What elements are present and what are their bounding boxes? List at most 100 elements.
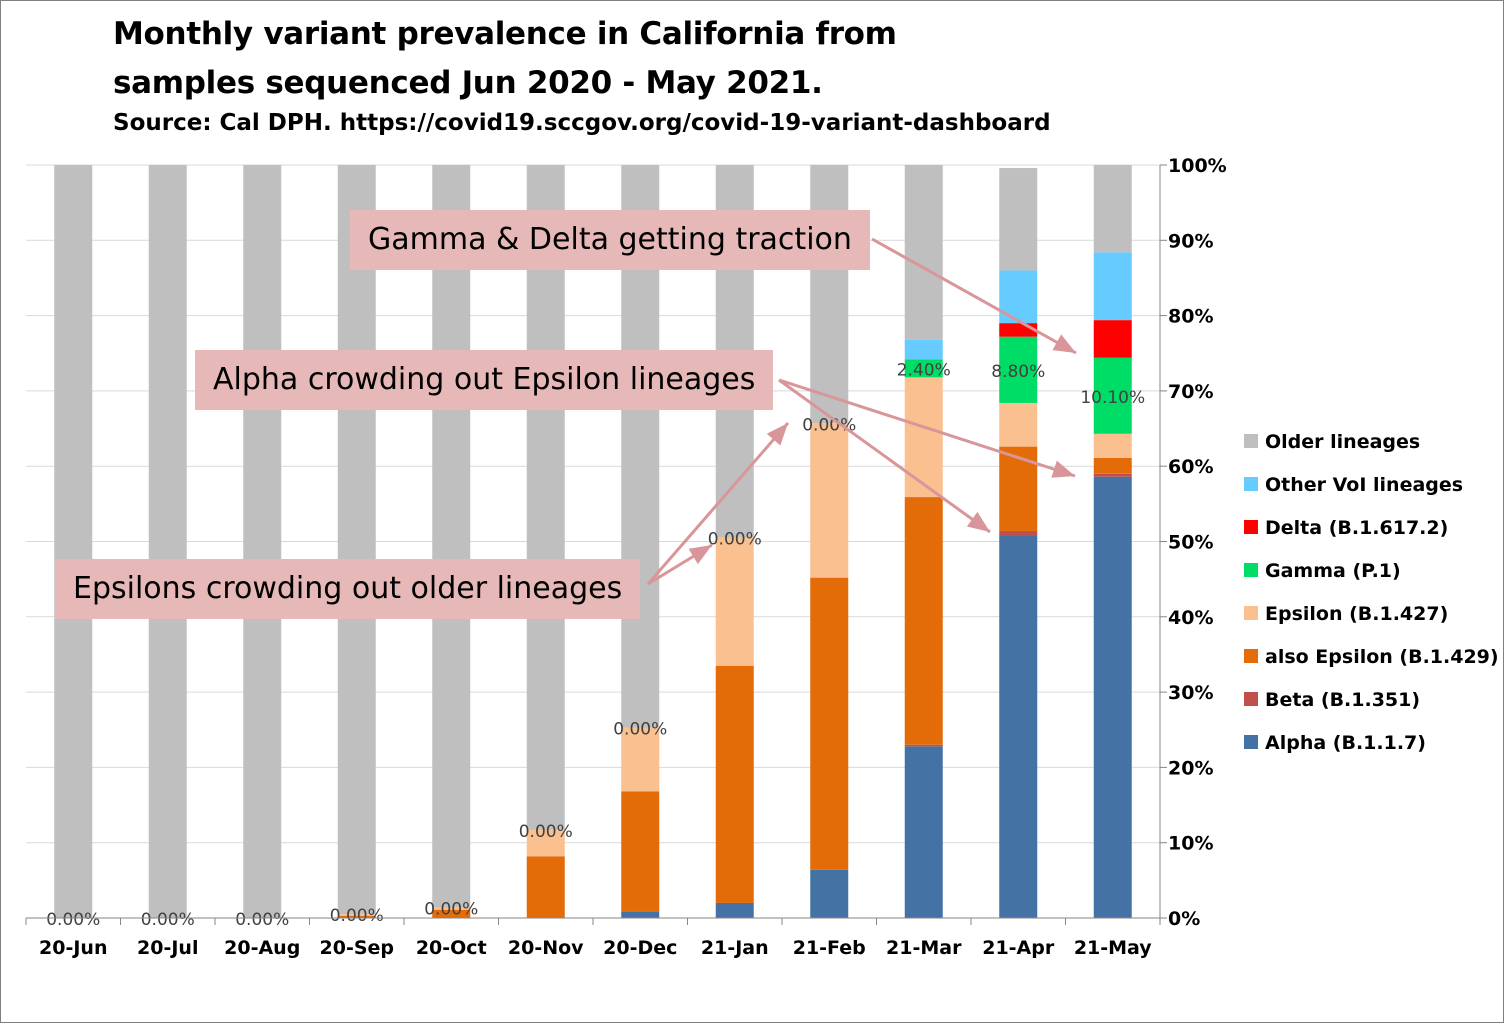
callout-gamma-delta: Gamma & Delta getting traction xyxy=(350,210,870,270)
legend-label: Other VoI lineages xyxy=(1265,474,1463,496)
legend-label: Gamma (P.1) xyxy=(1265,560,1401,582)
bar-segment xyxy=(904,377,943,498)
callout-arrows xyxy=(646,237,1077,586)
bar-segment xyxy=(1093,473,1132,477)
y-tick-label: 0% xyxy=(1168,908,1200,930)
y-tick-label: 30% xyxy=(1168,682,1213,704)
bar-segment xyxy=(999,336,1038,403)
x-tick-label: 21-Apr xyxy=(982,937,1055,959)
data-label: 8.80% xyxy=(991,362,1045,382)
bar-segment xyxy=(526,165,565,830)
data-label: 0.00% xyxy=(708,530,762,550)
x-tick-label: 20-Oct xyxy=(416,937,487,959)
legend-swatch xyxy=(1244,735,1258,749)
callout-arrow xyxy=(871,237,1077,355)
bar-segment xyxy=(621,791,660,912)
legend-swatch xyxy=(1244,477,1258,491)
bar-segment xyxy=(337,915,376,918)
data-label: 0.00% xyxy=(613,719,667,739)
bar-segment xyxy=(999,402,1038,447)
bar-segment xyxy=(1093,320,1132,358)
y-tick-label: 10% xyxy=(1168,833,1213,855)
bars xyxy=(54,165,1132,918)
data-label: 0.00% xyxy=(46,910,100,930)
bar-segment xyxy=(1093,165,1132,253)
y-tick-label: 100% xyxy=(1168,155,1227,177)
x-tick-label: 20-Jul xyxy=(137,937,198,959)
bar-segment xyxy=(810,423,849,578)
bar-segment xyxy=(1093,476,1132,918)
bar-segment xyxy=(1093,252,1132,321)
bar-segment xyxy=(715,902,754,918)
legend-swatch xyxy=(1244,649,1258,663)
arrow-head xyxy=(766,423,788,446)
data-label: 0.00% xyxy=(424,899,478,919)
bar-segment xyxy=(999,323,1038,337)
bar-segment xyxy=(904,497,943,745)
bar-segment xyxy=(904,746,943,918)
data-label: 0.00% xyxy=(235,910,289,930)
bar-segment xyxy=(243,165,282,918)
data-labels: 0.00% 0.00% 0.00% 0.00% 0.00% 0.00% 0.00% 0.00%… xyxy=(46,360,1145,930)
x-tick-label: 21-Feb xyxy=(793,937,866,959)
legend-swatch xyxy=(1244,434,1258,448)
bar-segment xyxy=(148,165,187,918)
bar-segment xyxy=(999,168,1038,271)
bar-segment xyxy=(810,869,849,918)
arrow-head xyxy=(1052,334,1076,353)
legend-label: Beta (B.1.351) xyxy=(1265,689,1420,711)
legend-label: Alpha (B.1.1.7) xyxy=(1265,732,1426,754)
bar-segment xyxy=(1093,357,1132,434)
callout-arrow xyxy=(778,378,991,534)
callout-arrow xyxy=(646,422,790,585)
bar-segment xyxy=(432,165,471,908)
bar-segment xyxy=(1093,433,1132,458)
x-tick-label: 21-Mar xyxy=(886,937,962,959)
bar-segment xyxy=(715,665,754,903)
y-tick-label: 80% xyxy=(1168,306,1213,328)
y-axis: 0% 10% 20% 30% 40% 50% 60% 70% 80% 90% 100% xyxy=(1159,155,1227,930)
legend-swatch xyxy=(1244,692,1258,706)
bar-segment xyxy=(999,446,1038,531)
bar-segment xyxy=(337,165,376,915)
bar-segment xyxy=(810,577,849,870)
legend-swatch xyxy=(1244,606,1258,620)
data-label: 0.00% xyxy=(519,822,573,842)
legend-label: Epsilon (B.1.427) xyxy=(1265,603,1448,625)
x-tick-label: 20-Jun xyxy=(39,937,107,959)
bar-segment xyxy=(904,744,943,747)
arrow-head xyxy=(688,545,712,565)
bar-segment xyxy=(904,339,943,360)
x-tick-label: 20-Dec xyxy=(603,937,677,959)
bar-segment xyxy=(337,914,376,916)
bar-segment xyxy=(621,727,660,792)
data-label: 10.10% xyxy=(1080,388,1145,408)
data-label: 0.00% xyxy=(141,910,195,930)
y-tick-label: 90% xyxy=(1168,230,1213,252)
x-tick-label: 20-Aug xyxy=(224,937,300,959)
data-label: 0.00% xyxy=(802,415,856,435)
arrow-head xyxy=(1051,460,1075,478)
bar-segment xyxy=(526,829,565,857)
bar-segment xyxy=(715,537,754,666)
x-tick-label: 21-May xyxy=(1074,937,1152,959)
callout-alpha: Alpha crowding out Epsilon lineages xyxy=(195,350,774,410)
data-label: 0.00% xyxy=(330,906,384,926)
chart-title-line1: Monthly variant prevalence in California… xyxy=(113,16,897,52)
x-tick-label: 20-Nov xyxy=(508,937,584,959)
x-tick-label: 21-Jan xyxy=(701,937,769,959)
legend-label: Older lineages xyxy=(1265,431,1420,453)
bar-segment xyxy=(1093,457,1132,474)
y-tick-label: 20% xyxy=(1168,757,1213,779)
legend-label: Delta (B.1.617.2) xyxy=(1265,517,1448,539)
bar-segment xyxy=(810,165,849,424)
bar-segment xyxy=(526,856,565,918)
data-label: 2.40% xyxy=(897,360,951,380)
bar-segment xyxy=(621,911,660,918)
bar-segment xyxy=(904,165,943,340)
x-axis: 20-Jun 20-Jul 20-Aug 20-Sep 20-Oct 20-Nov 20-D… xyxy=(25,917,1161,959)
bar-segment xyxy=(999,535,1038,918)
callout-arrow xyxy=(778,378,1076,478)
bar-segment xyxy=(54,165,93,918)
